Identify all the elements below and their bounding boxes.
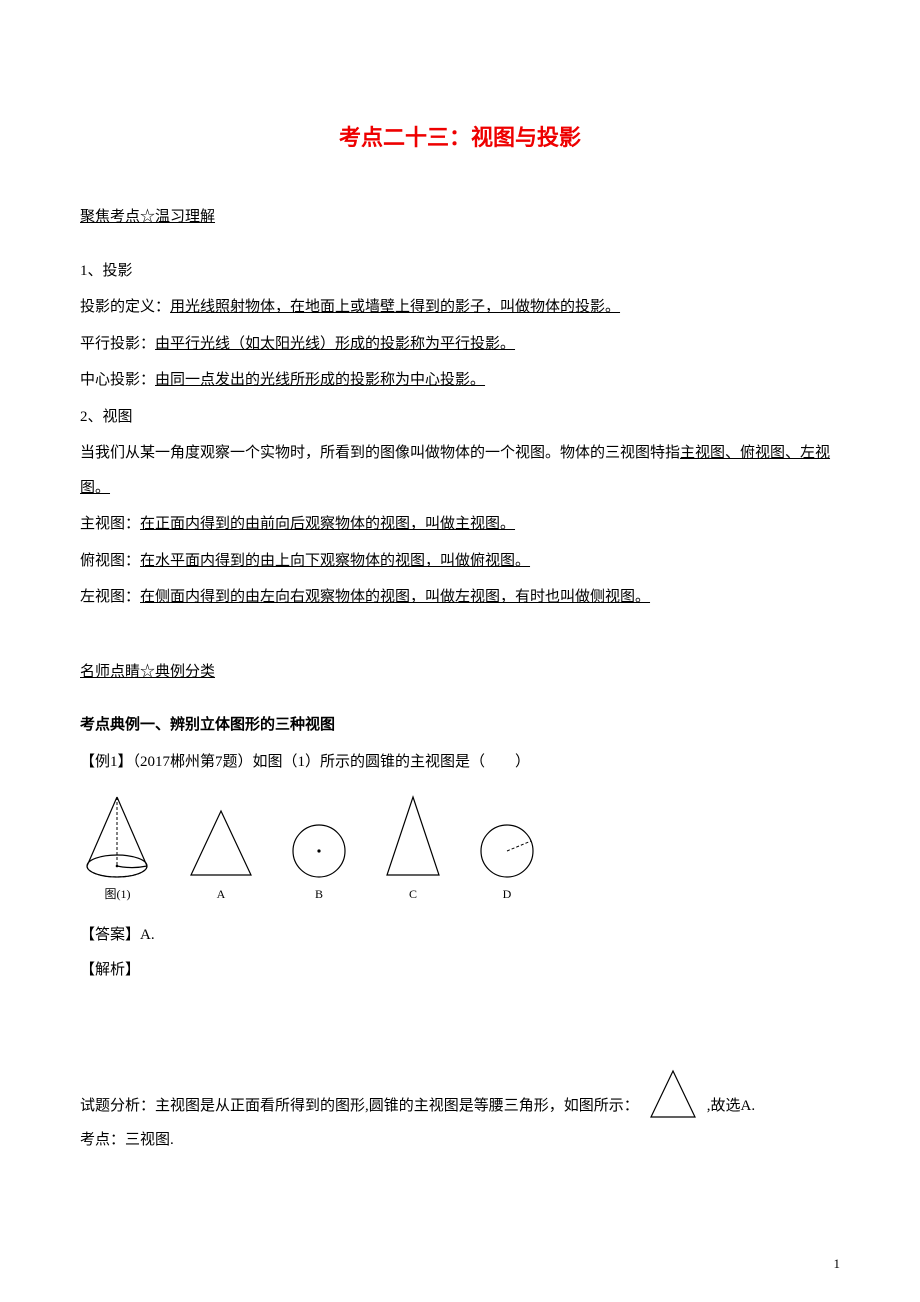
left-view-text: 在侧面内得到的由左向右观察物体的视图，叫做左视图，有时也叫做侧视图。 bbox=[140, 589, 650, 605]
figure-option-a: A bbox=[185, 805, 257, 902]
item-1-projection: 1、投影 bbox=[80, 254, 840, 289]
circle-radius-icon bbox=[475, 819, 539, 883]
figure-row: 图(1) A B C D bbox=[80, 791, 840, 902]
section-2-header: 名师点睛☆典例分类 bbox=[80, 657, 840, 689]
main-view-prefix: 主视图： bbox=[80, 516, 140, 532]
answer-line: 【答案】A. bbox=[80, 918, 840, 953]
proj-def-text: 用光线照射物体，在地面上或墙壁上得到的影子，叫做物体的投影。 bbox=[170, 299, 620, 315]
figure-cone: 图(1) bbox=[80, 791, 155, 902]
cone-icon bbox=[80, 791, 155, 881]
circle-dot-icon bbox=[287, 819, 351, 883]
analysis-label: 【解析】 bbox=[80, 953, 840, 988]
figure-option-c: C bbox=[381, 793, 445, 902]
page-title: 考点二十三：视图与投影 bbox=[80, 120, 840, 152]
view-intro-prefix: 当我们从某一角度观察一个实物时，所看到的图像叫做物体的一个视图。物体的三视图特指 bbox=[80, 445, 680, 461]
tall-triangle-icon bbox=[381, 793, 445, 883]
page-number: 1 bbox=[834, 1256, 841, 1272]
central-prefix: 中心投影： bbox=[80, 372, 155, 388]
section-1-header: 聚焦考点☆温习理解 bbox=[80, 202, 840, 234]
top-view-text: 在水平面内得到的由上向下观察物体的视图，叫做俯视图。 bbox=[140, 553, 530, 569]
projection-definition: 投影的定义：用光线照射物体，在地面上或墙壁上得到的影子，叫做物体的投影。 bbox=[80, 290, 840, 325]
top-view-prefix: 俯视图： bbox=[80, 553, 140, 569]
main-view-def: 主视图：在正面内得到的由前向后观察物体的视图，叫做主视图。 bbox=[80, 507, 840, 542]
parallel-prefix: 平行投影： bbox=[80, 336, 155, 352]
analysis-triangle-figure bbox=[645, 1067, 701, 1123]
example-1-question: 【例1】（2017郴州第7题）如图（1）所示的圆锥的主视图是（ ） bbox=[80, 745, 840, 780]
figure-option-d: D bbox=[475, 819, 539, 902]
analysis-prefix: 试题分析：主视图是从正面看所得到的图形,圆锥的主视图是等腰三角形，如图所示： bbox=[80, 1089, 639, 1124]
central-projection: 中心投影：由同一点发出的光线所形成的投影称为中心投影。 bbox=[80, 363, 840, 398]
central-def-text: 由同一点发出的光线所形成的投影称为中心投影。 bbox=[155, 372, 485, 388]
left-view-prefix: 左视图： bbox=[80, 589, 140, 605]
option-d-label: D bbox=[503, 887, 512, 902]
topic-line: 考点：三视图. bbox=[80, 1123, 840, 1158]
analysis-suffix: ,故选A. bbox=[707, 1089, 755, 1124]
option-c-label: C bbox=[409, 887, 417, 902]
option-b-label: B bbox=[315, 887, 323, 902]
analysis-block: 试题分析：主视图是从正面看所得到的图形,圆锥的主视图是等腰三角形，如图所示： ,… bbox=[80, 1067, 840, 1123]
figure-option-b: B bbox=[287, 819, 351, 902]
proj-def-prefix: 投影的定义： bbox=[80, 299, 170, 315]
parallel-def-text: 由平行光线（如太阳光线）形成的投影称为平行投影。 bbox=[155, 336, 515, 352]
item-2-view: 2、视图 bbox=[80, 400, 840, 435]
top-view-def: 俯视图：在水平面内得到的由上向下观察物体的视图，叫做俯视图。 bbox=[80, 544, 840, 579]
small-triangle-icon bbox=[645, 1067, 701, 1123]
left-view-def: 左视图：在侧面内得到的由左向右观察物体的视图，叫做左视图，有时也叫做侧视图。 bbox=[80, 580, 840, 615]
main-view-text: 在正面内得到的由前向后观察物体的视图，叫做主视图。 bbox=[140, 516, 515, 532]
triangle-icon bbox=[185, 805, 257, 883]
parallel-projection: 平行投影：由平行光线（如太阳光线）形成的投影称为平行投影。 bbox=[80, 327, 840, 362]
example-type-heading: 考点典例一、辨别立体图形的三种视图 bbox=[80, 708, 840, 743]
fig1-caption: 图(1) bbox=[105, 885, 131, 902]
option-a-label: A bbox=[217, 887, 226, 902]
view-intro: 当我们从某一角度观察一个实物时，所看到的图像叫做物体的一个视图。物体的三视图特指… bbox=[80, 436, 840, 505]
